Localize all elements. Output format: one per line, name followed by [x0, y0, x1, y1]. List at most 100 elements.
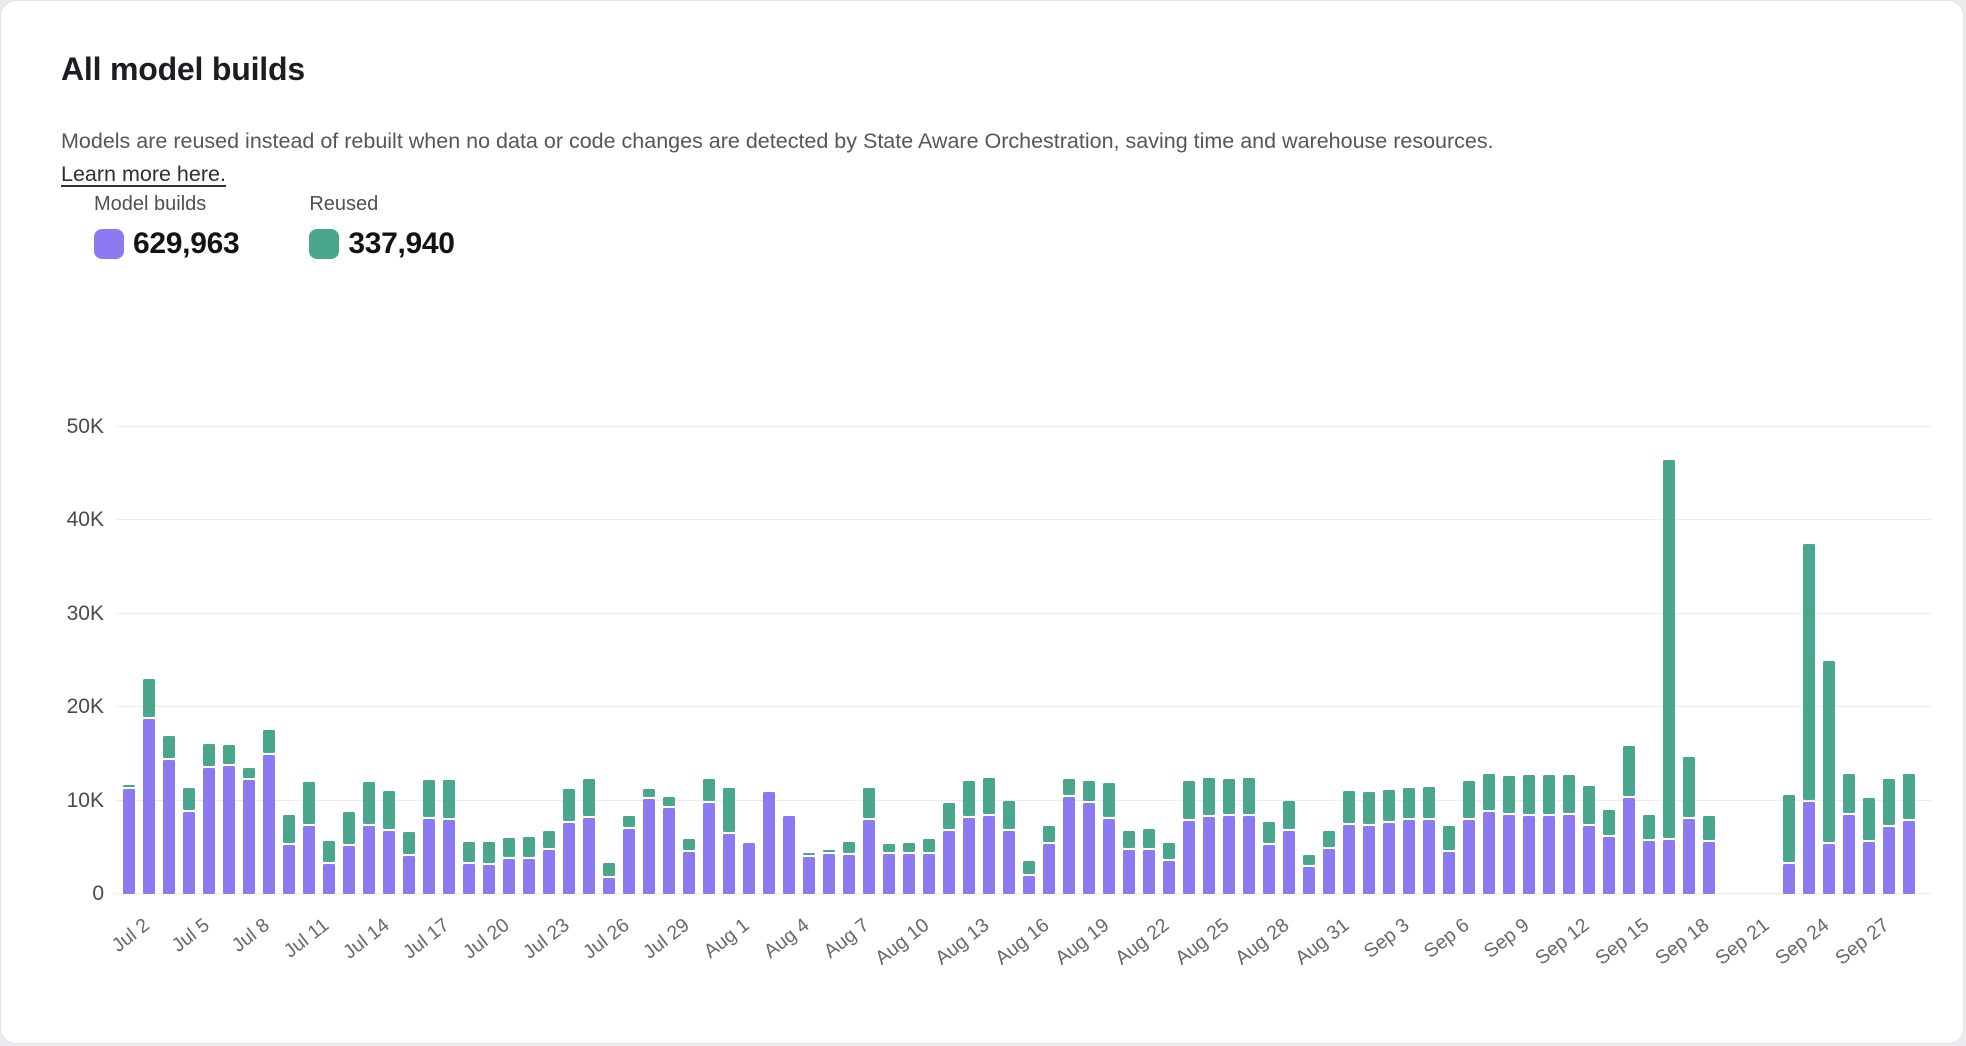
bar-model-builds-jul-11[interactable]: [303, 825, 315, 894]
bar-model-builds-jul-9[interactable]: [263, 754, 275, 894]
bar-reused-aug-10[interactable]: [903, 842, 915, 852]
bar-reused-sep-15[interactable]: [1623, 745, 1635, 796]
bar-reused-aug-20[interactable]: [1103, 782, 1115, 818]
bar-model-builds-jul-7[interactable]: [223, 766, 235, 894]
bar-reused-jul-3[interactable]: [143, 679, 155, 718]
bar-model-builds-jul-12[interactable]: [323, 864, 335, 894]
bar-model-builds-sep-18[interactable]: [1683, 819, 1695, 894]
bar-reused-aug-7[interactable]: [843, 841, 855, 853]
bar-reused-aug-17[interactable]: [1043, 825, 1055, 842]
bar-model-builds-jul-5[interactable]: [183, 811, 195, 894]
bar-model-builds-jul-8[interactable]: [243, 780, 255, 894]
bar-reused-aug-14[interactable]: [983, 778, 995, 815]
bar-reused-sep-12[interactable]: [1563, 775, 1575, 813]
bar-reused-aug-19[interactable]: [1083, 781, 1095, 802]
bar-model-builds-jul-26[interactable]: [603, 878, 615, 894]
bar-model-builds-aug-14[interactable]: [983, 816, 995, 894]
bar-reused-jul-27[interactable]: [623, 815, 635, 827]
bar-model-builds-aug-29[interactable]: [1283, 830, 1295, 894]
bar-model-builds-jul-4[interactable]: [163, 760, 175, 894]
bar-reused-jul-31[interactable]: [703, 779, 715, 802]
bar-reused-jul-9[interactable]: [263, 729, 275, 753]
bar-model-builds-sep-5[interactable]: [1423, 820, 1435, 894]
bar-model-builds-aug-20[interactable]: [1103, 819, 1115, 894]
bar-reused-jul-6[interactable]: [203, 743, 215, 766]
bar-reused-aug-23[interactable]: [1163, 842, 1175, 860]
bar-model-builds-jul-27[interactable]: [623, 828, 635, 894]
bar-model-builds-aug-9[interactable]: [883, 853, 895, 894]
bar-model-builds-jul-28[interactable]: [643, 798, 655, 894]
bar-reused-jul-2[interactable]: [123, 785, 135, 788]
bar-reused-jul-21[interactable]: [503, 837, 515, 858]
bar-model-builds-aug-8[interactable]: [863, 820, 875, 894]
bar-reused-jul-24[interactable]: [563, 789, 575, 822]
bar-model-builds-jul-20[interactable]: [483, 865, 495, 894]
bar-model-builds-sep-24[interactable]: [1803, 801, 1815, 894]
bar-reused-aug-12[interactable]: [943, 803, 955, 829]
bar-reused-sep-14[interactable]: [1603, 809, 1615, 836]
bar-model-builds-aug-7[interactable]: [843, 854, 855, 894]
bar-model-builds-sep-17[interactable]: [1663, 839, 1675, 894]
bar-reused-sep-28[interactable]: [1883, 779, 1895, 825]
bar-reused-aug-6[interactable]: [823, 849, 835, 852]
bar-model-builds-jul-22[interactable]: [523, 858, 535, 894]
bar-reused-jul-20[interactable]: [483, 841, 495, 864]
bar-reused-aug-28[interactable]: [1263, 822, 1275, 843]
bar-model-builds-jul-18[interactable]: [443, 820, 455, 894]
bar-model-builds-aug-19[interactable]: [1083, 803, 1095, 894]
bar-reused-sep-29[interactable]: [1903, 773, 1915, 820]
bar-reused-sep-2[interactable]: [1363, 792, 1375, 824]
bar-reused-aug-5[interactable]: [803, 852, 815, 855]
bar-model-builds-jul-2[interactable]: [123, 789, 135, 894]
bar-reused-sep-23[interactable]: [1783, 795, 1795, 863]
bar-reused-jul-14[interactable]: [363, 781, 375, 824]
bar-reused-jul-8[interactable]: [243, 767, 255, 779]
bar-reused-jul-26[interactable]: [603, 863, 615, 877]
bar-model-builds-sep-29[interactable]: [1903, 821, 1915, 894]
bar-model-builds-sep-9[interactable]: [1503, 814, 1515, 894]
bar-model-builds-sep-6[interactable]: [1443, 851, 1455, 894]
bar-model-builds-aug-26[interactable]: [1223, 816, 1235, 894]
bar-model-builds-aug-21[interactable]: [1123, 850, 1135, 894]
bar-reused-aug-29[interactable]: [1283, 800, 1295, 829]
bar-reused-jul-11[interactable]: [303, 781, 315, 824]
bar-reused-jul-29[interactable]: [663, 796, 675, 807]
bar-model-builds-aug-30[interactable]: [1303, 866, 1315, 894]
bar-model-builds-aug-25[interactable]: [1203, 817, 1215, 894]
bar-model-builds-jul-29[interactable]: [663, 808, 675, 894]
bar-model-builds-aug-31[interactable]: [1323, 849, 1335, 894]
bar-reused-jul-28[interactable]: [643, 789, 655, 797]
bar-model-builds-jul-24[interactable]: [563, 823, 575, 894]
bar-reused-sep-4[interactable]: [1403, 788, 1415, 819]
bar-reused-aug-8[interactable]: [863, 788, 875, 819]
bar-reused-sep-18[interactable]: [1683, 756, 1695, 818]
bar-reused-aug-18[interactable]: [1063, 779, 1075, 795]
bar-model-builds-aug-5[interactable]: [803, 856, 815, 894]
bar-reused-aug-9[interactable]: [883, 843, 895, 852]
bar-model-builds-jul-23[interactable]: [543, 850, 555, 894]
bar-reused-jul-12[interactable]: [323, 840, 335, 863]
bar-model-builds-sep-10[interactable]: [1523, 815, 1535, 894]
bar-reused-jul-7[interactable]: [223, 744, 235, 765]
bar-model-builds-sep-8[interactable]: [1483, 811, 1495, 894]
bar-reused-sep-25[interactable]: [1823, 660, 1835, 842]
bar-reused-sep-9[interactable]: [1503, 776, 1515, 813]
bar-model-builds-sep-2[interactable]: [1363, 825, 1375, 894]
bar-reused-sep-16[interactable]: [1643, 814, 1655, 839]
bar-model-builds-sep-27[interactable]: [1863, 841, 1875, 894]
bar-model-builds-sep-28[interactable]: [1883, 826, 1895, 894]
bar-reused-sep-5[interactable]: [1423, 786, 1435, 819]
bar-reused-jul-5[interactable]: [183, 787, 195, 810]
bar-model-builds-aug-2[interactable]: [743, 842, 755, 894]
bar-reused-aug-13[interactable]: [963, 781, 975, 817]
bar-model-builds-sep-1[interactable]: [1343, 824, 1355, 894]
bar-reused-aug-26[interactable]: [1223, 779, 1235, 815]
bar-reused-jul-30[interactable]: [683, 838, 695, 850]
bar-reused-aug-27[interactable]: [1243, 778, 1255, 815]
bar-reused-aug-25[interactable]: [1203, 778, 1215, 816]
bar-reused-sep-1[interactable]: [1343, 791, 1355, 823]
bar-model-builds-sep-19[interactable]: [1703, 841, 1715, 894]
bar-model-builds-jul-14[interactable]: [363, 825, 375, 894]
bar-reused-aug-15[interactable]: [1003, 800, 1015, 830]
bar-reused-jul-22[interactable]: [523, 837, 535, 857]
